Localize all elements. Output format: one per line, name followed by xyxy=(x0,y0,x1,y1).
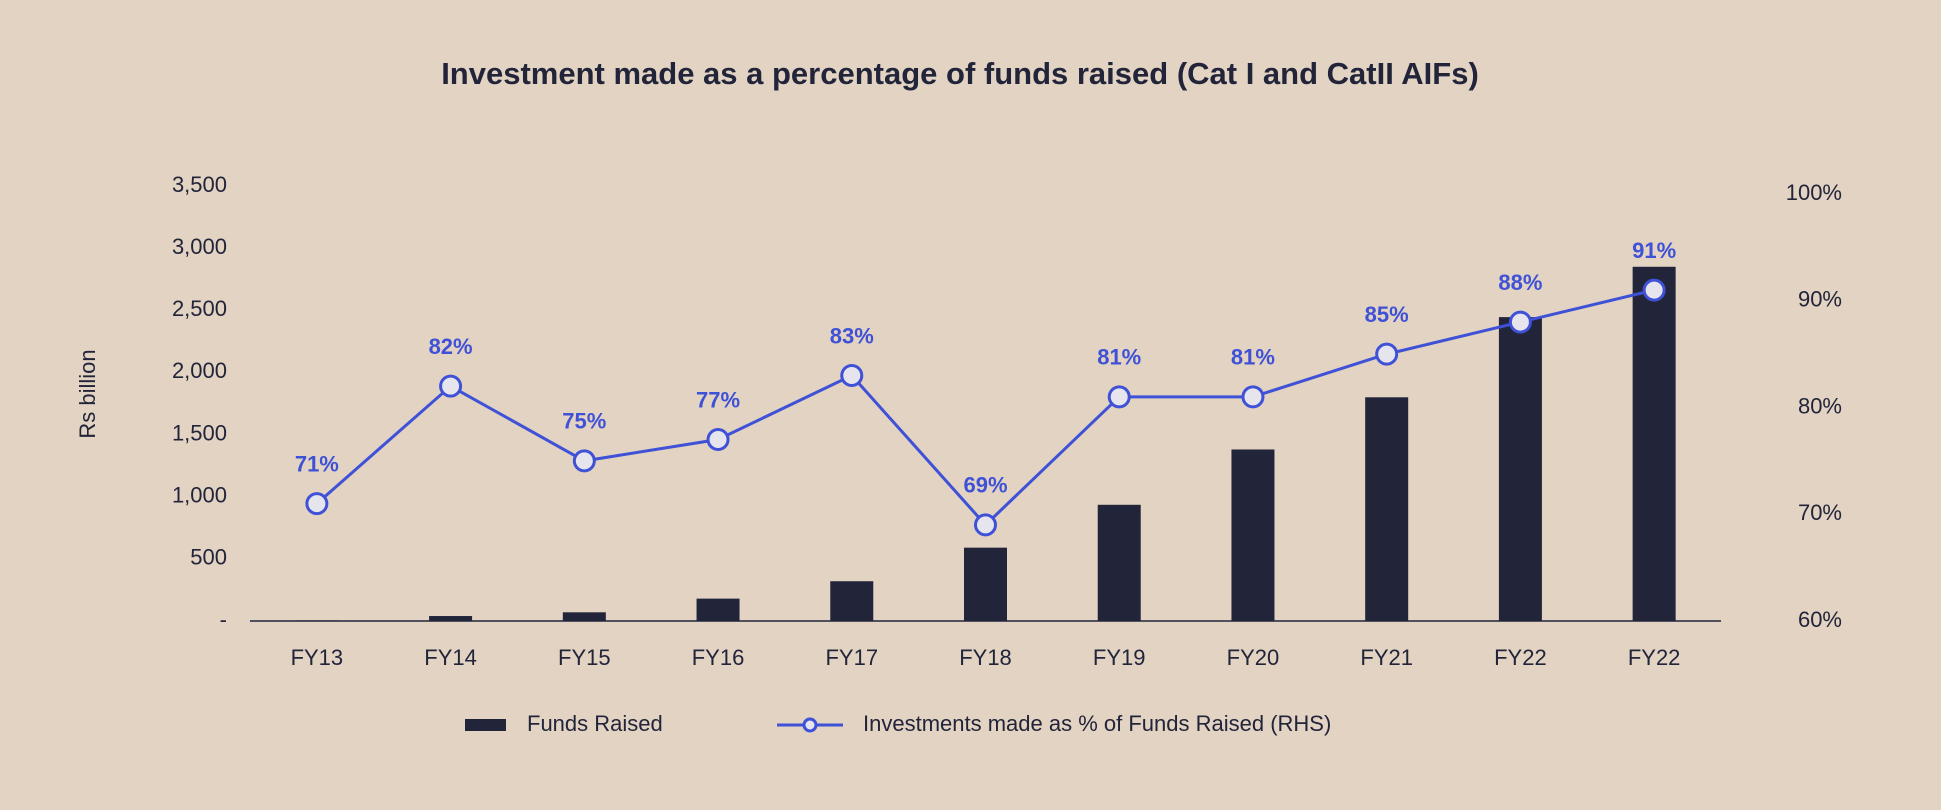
data-label: 71% xyxy=(295,451,339,476)
x-tick-label: FY14 xyxy=(424,645,477,670)
x-tick-label: FY21 xyxy=(1360,645,1413,670)
line-marker xyxy=(840,363,864,387)
x-tick-label: FY15 xyxy=(558,645,611,670)
data-label: 85% xyxy=(1365,302,1409,327)
y-tick-label: 3,000 xyxy=(172,234,227,259)
y2-tick-label: 80% xyxy=(1798,393,1842,418)
bar xyxy=(1498,317,1542,621)
data-label: 82% xyxy=(429,334,473,359)
line-marker xyxy=(439,374,463,398)
data-label: 81% xyxy=(1097,345,1141,370)
x-tick-label: FY13 xyxy=(291,645,344,670)
y-tick-label: 2,000 xyxy=(172,358,227,383)
x-tick-label: FY19 xyxy=(1093,645,1146,670)
bar xyxy=(562,612,606,621)
legend-swatch xyxy=(465,719,506,731)
bar xyxy=(696,598,740,621)
x-tick-label: FY22 xyxy=(1494,645,1547,670)
y-tick-label: 1,000 xyxy=(172,483,227,508)
bar xyxy=(429,616,473,621)
data-label: 75% xyxy=(562,409,606,434)
bar xyxy=(1097,504,1141,621)
y-tick-label: 3,500 xyxy=(172,172,227,197)
bar xyxy=(830,581,874,621)
line-marker xyxy=(1375,342,1399,366)
line-marker xyxy=(706,428,730,452)
bar xyxy=(1632,266,1676,621)
y-tick-label: 2,500 xyxy=(172,296,227,321)
bar xyxy=(1231,449,1275,621)
line-marker xyxy=(1241,385,1265,409)
data-label: 88% xyxy=(1498,270,1542,295)
y-tick-label: - xyxy=(220,607,227,632)
x-tick-label: FY22 xyxy=(1628,645,1681,670)
y-tick-label: 500 xyxy=(190,545,227,570)
y2-tick-label: 60% xyxy=(1798,607,1842,632)
line-marker xyxy=(572,449,596,473)
chart-title: Investment made as a percentage of funds… xyxy=(441,56,1479,91)
y2-tick-label: 70% xyxy=(1798,500,1842,525)
x-tick-label: FY17 xyxy=(825,645,878,670)
line-marker xyxy=(1107,385,1131,409)
legend-swatch-marker xyxy=(802,717,818,733)
data-label: 91% xyxy=(1632,238,1676,263)
bar xyxy=(1365,397,1409,621)
data-label: 69% xyxy=(963,473,1007,498)
y2-tick-label: 100% xyxy=(1786,180,1842,205)
line-marker xyxy=(1508,310,1532,334)
y-axis-label: Rs billion xyxy=(75,349,100,438)
x-tick-label: FY18 xyxy=(959,645,1012,670)
bar xyxy=(964,547,1007,621)
line-marker xyxy=(305,492,329,516)
data-label: 83% xyxy=(830,323,874,348)
line-marker xyxy=(974,513,997,537)
bar xyxy=(295,620,339,621)
y-tick-label: 1,500 xyxy=(172,420,227,445)
x-tick-label: FY20 xyxy=(1227,645,1280,670)
legend-label: Investments made as % of Funds Raised (R… xyxy=(863,711,1331,736)
y2-tick-label: 90% xyxy=(1798,287,1842,312)
data-label: 77% xyxy=(696,387,740,412)
line-marker xyxy=(1642,278,1666,302)
legend-label: Funds Raised xyxy=(527,711,663,736)
data-label: 81% xyxy=(1231,345,1275,370)
x-tick-label: FY16 xyxy=(692,645,745,670)
